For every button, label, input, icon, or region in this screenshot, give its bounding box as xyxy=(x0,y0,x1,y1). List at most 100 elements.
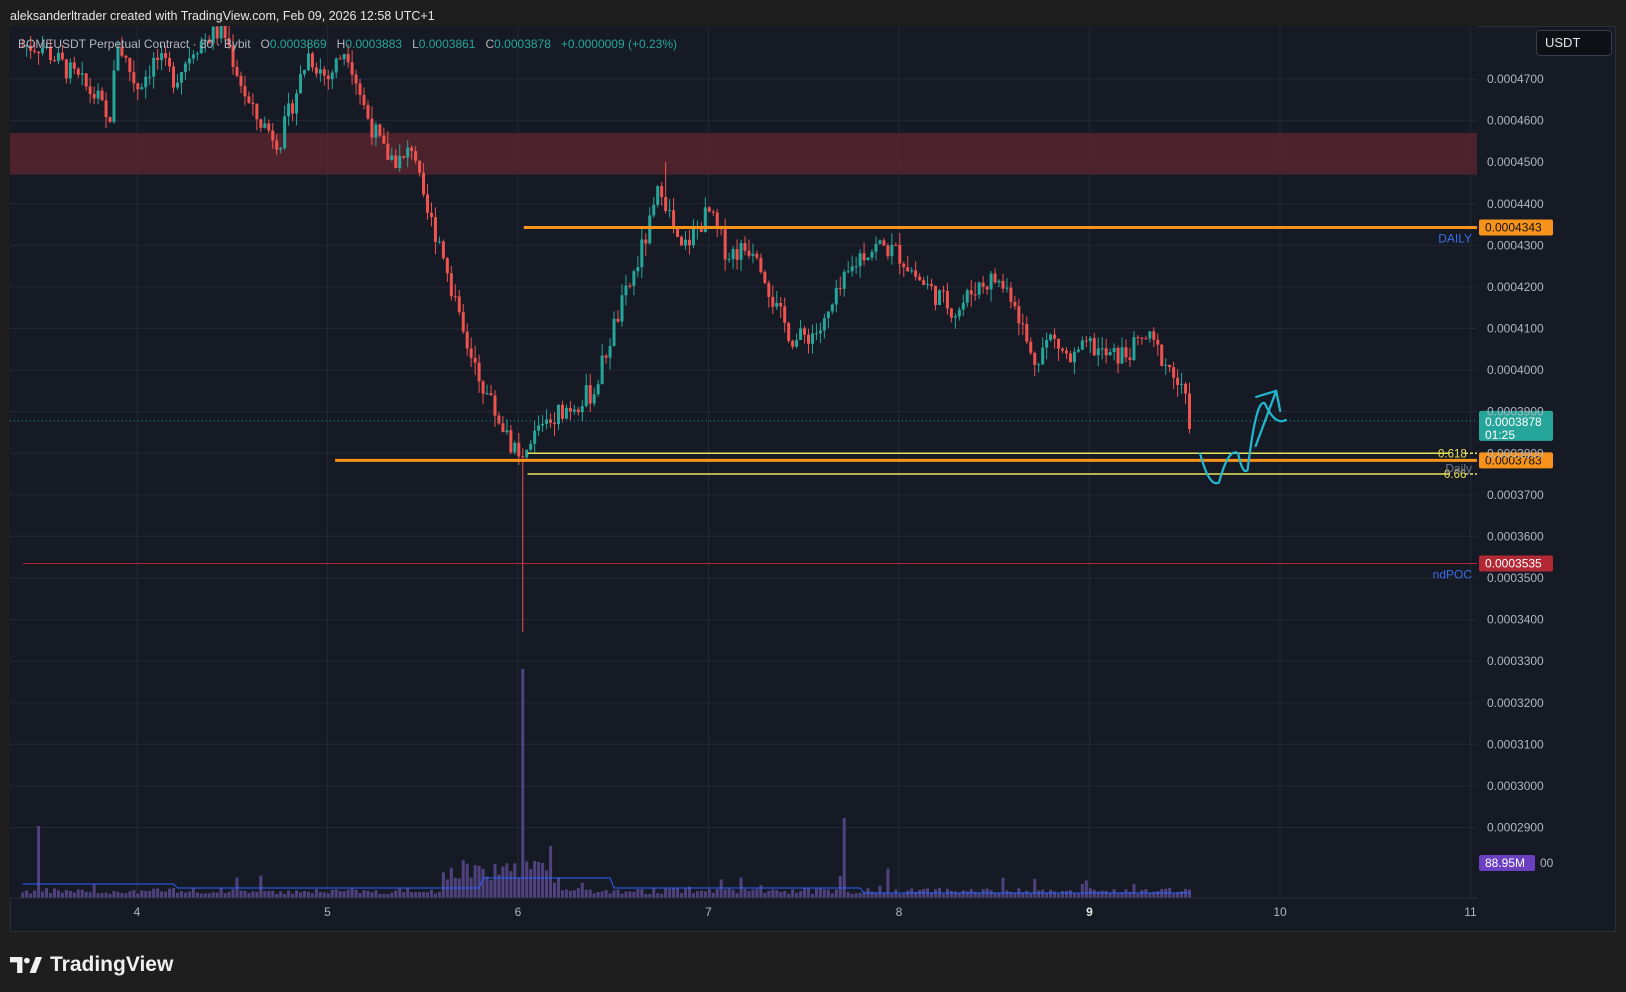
price-tick: 0.0003500 xyxy=(1487,571,1544,585)
candle-body xyxy=(755,253,759,258)
volume-bar xyxy=(187,891,191,898)
volume-bar xyxy=(25,890,29,898)
volume-bar xyxy=(183,892,187,898)
volume-bar xyxy=(1029,893,1033,898)
volume-bar xyxy=(553,882,557,898)
supply-zone xyxy=(10,133,1477,175)
candle-body xyxy=(402,156,406,158)
candle-body xyxy=(418,160,422,173)
volume-bar xyxy=(112,891,116,898)
time-axis[interactable]: 4 5 6 7 8 9 10 11 xyxy=(10,897,1477,919)
candle-body xyxy=(215,26,219,39)
volume-bar xyxy=(902,893,906,898)
volume-bar xyxy=(930,893,934,898)
horizontal-levels[interactable]: 0.618 0.66 DAILY Daily ndPOC DAILY xyxy=(10,26,1477,581)
candle-body xyxy=(1001,280,1005,289)
volume-bar xyxy=(683,888,687,898)
volume-bar xyxy=(1096,891,1100,898)
projection-path[interactable] xyxy=(1198,401,1287,485)
candle-body xyxy=(858,253,862,267)
volume-bar xyxy=(799,891,803,898)
candle-body xyxy=(68,62,72,79)
candle-body xyxy=(807,334,811,344)
symbol-label[interactable]: BOMEUSDT Perpetual Contract · 30 · Bybit xyxy=(18,37,251,51)
volume-bar xyxy=(322,892,326,898)
candle-body xyxy=(910,270,914,272)
volume-bar xyxy=(699,890,703,898)
candle-body xyxy=(493,395,497,416)
volume-bar xyxy=(326,893,330,898)
candle-body xyxy=(1009,287,1013,302)
volume-bar xyxy=(259,875,263,898)
volume-bar xyxy=(120,893,124,898)
time-tick: 6 xyxy=(515,905,522,919)
volume-bar xyxy=(810,893,814,898)
time-tick: 11 xyxy=(1464,905,1477,919)
candle-body xyxy=(390,155,394,160)
candle-body xyxy=(735,249,739,260)
candle-body xyxy=(346,54,350,63)
volume-bar xyxy=(727,888,731,898)
candle-body xyxy=(112,70,116,122)
candle-body xyxy=(410,147,414,152)
volume-bar xyxy=(1064,890,1068,898)
volume-bar xyxy=(556,877,560,898)
volume-bar xyxy=(513,863,517,898)
candle-body xyxy=(584,385,588,407)
candle-body xyxy=(219,26,223,39)
tradingview-logo[interactable]: TradingView xyxy=(10,951,173,979)
candle-body xyxy=(60,52,64,60)
volume-bar xyxy=(445,879,449,898)
candle-body xyxy=(779,302,783,307)
supply-zone-rect xyxy=(10,133,1477,175)
price-tick: 0.0003800 xyxy=(1487,446,1544,460)
projection-arrow-head xyxy=(1255,389,1282,412)
candle-body xyxy=(993,273,997,283)
projection-drawing[interactable] xyxy=(1198,389,1287,485)
volume-bar xyxy=(1148,892,1152,898)
volume-bar xyxy=(410,892,414,898)
volume-bar xyxy=(473,865,477,898)
volume-bar xyxy=(271,891,275,898)
volume-bar xyxy=(680,892,684,898)
price-tick: 0.0002900 xyxy=(1487,821,1544,835)
candle-body xyxy=(529,443,533,450)
candle-body xyxy=(890,244,894,257)
candle-body xyxy=(318,69,322,74)
candle-body xyxy=(1160,344,1164,366)
level-badge-0.0003535: 0.0003535 xyxy=(1485,556,1542,570)
volume-bar xyxy=(505,863,509,898)
candle-body xyxy=(930,283,934,286)
volume-bar xyxy=(759,885,763,898)
candle-body xyxy=(422,172,426,195)
candle-body xyxy=(1104,348,1108,356)
volume-bar xyxy=(743,889,747,898)
currency-button[interactable]: USDT xyxy=(1536,30,1612,56)
candle-body xyxy=(1084,340,1088,342)
candle-body xyxy=(429,212,433,218)
candle-body xyxy=(787,322,791,341)
volume-bar xyxy=(239,890,243,898)
volume-bar xyxy=(906,890,910,898)
volume-bar xyxy=(541,863,545,898)
volume-bar xyxy=(96,893,100,898)
volume-bar xyxy=(826,889,830,898)
volume-bar xyxy=(318,891,322,898)
volume-bar xyxy=(124,893,128,898)
volume-bar xyxy=(48,893,52,898)
volume-bar xyxy=(874,893,878,898)
candle-body xyxy=(1164,364,1168,366)
candle-body xyxy=(29,45,33,51)
chart-attribution: aleksanderltrader created with TradingVi… xyxy=(10,9,435,23)
price-axis[interactable]: 0.0004343 0.0003783 0.0003535 0.000387801:2… xyxy=(1479,72,1554,871)
volume-bar xyxy=(521,668,525,898)
volume-bar xyxy=(160,891,164,898)
volume-bar xyxy=(140,890,144,898)
candle-body xyxy=(965,290,969,303)
volume-bar xyxy=(1172,893,1176,898)
volume-bar xyxy=(672,888,676,898)
volume-bar xyxy=(366,890,370,898)
candle-body xyxy=(1180,383,1184,385)
candle-body xyxy=(707,207,711,212)
